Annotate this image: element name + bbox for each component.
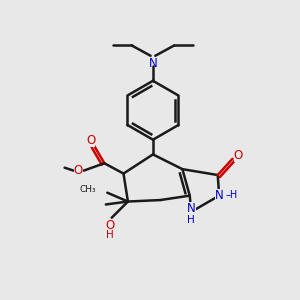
Text: N: N bbox=[148, 57, 157, 70]
Text: H: H bbox=[187, 215, 195, 225]
Text: H: H bbox=[106, 230, 114, 240]
Text: N: N bbox=[215, 189, 224, 202]
Text: O: O bbox=[234, 149, 243, 162]
Text: –H: –H bbox=[225, 190, 238, 200]
Text: N: N bbox=[187, 202, 196, 215]
Text: O: O bbox=[106, 220, 115, 232]
Text: O: O bbox=[86, 134, 95, 147]
Text: CH₃: CH₃ bbox=[80, 185, 96, 194]
Text: O: O bbox=[74, 164, 83, 177]
